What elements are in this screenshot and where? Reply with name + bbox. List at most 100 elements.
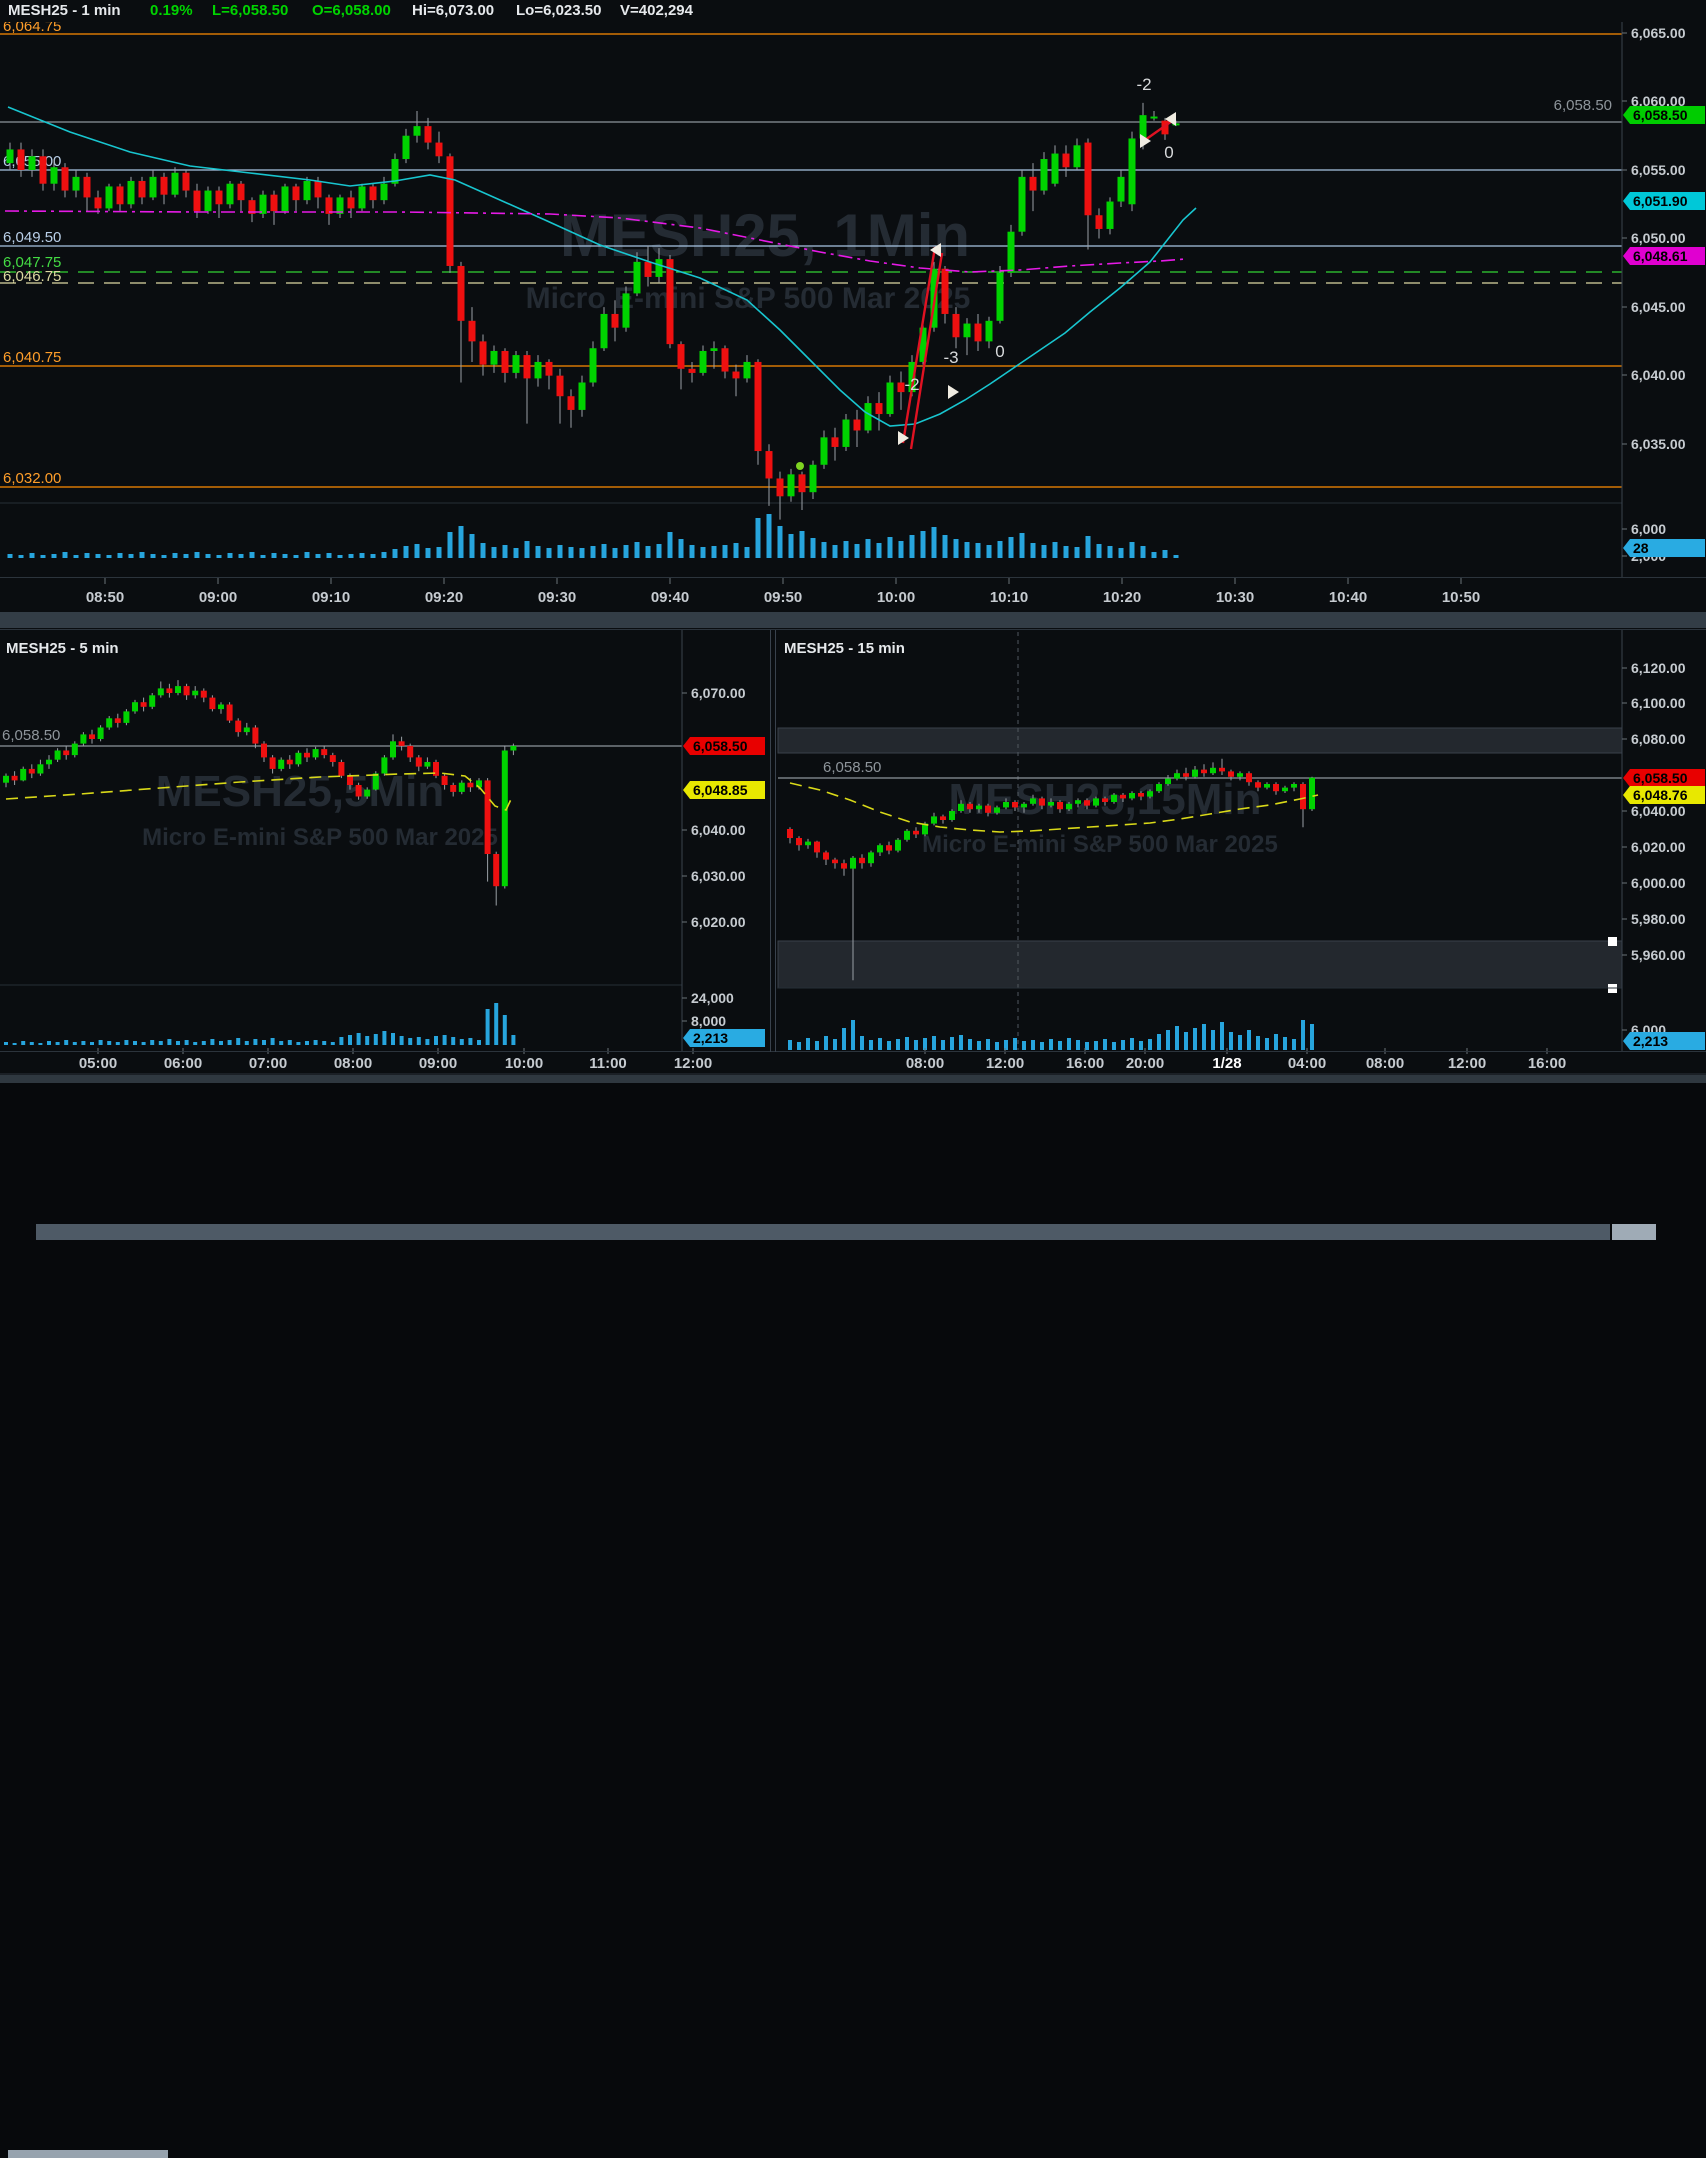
top-chart-scrollbar[interactable] — [0, 612, 1706, 1240]
candle-down — [1246, 773, 1252, 783]
volume-bar — [942, 535, 948, 558]
volume-bar — [1031, 1040, 1035, 1050]
candle-up — [589, 348, 597, 383]
top-chart-scrollbar-thumb[interactable] — [36, 1224, 1610, 1240]
volume-bar — [271, 553, 277, 558]
candle-up — [278, 759, 285, 769]
candle-down — [479, 341, 487, 365]
volume-bar — [806, 1038, 810, 1050]
volume-bar — [977, 1041, 981, 1050]
trade-arrow-line[interactable] — [909, 252, 944, 450]
candle-down — [1039, 798, 1045, 806]
candle-up — [46, 759, 52, 765]
candle-up — [149, 176, 157, 198]
bottom-chart-scrollbar-thumb[interactable] — [8, 2150, 168, 2158]
volume-bar — [953, 539, 959, 558]
price-axis-label: 8,000 — [691, 1013, 726, 1029]
candle-down — [235, 720, 242, 733]
candle-down — [61, 167, 69, 191]
volume-bar — [941, 1040, 945, 1050]
candle-down — [1273, 784, 1279, 792]
candle-down — [798, 474, 806, 493]
drag-handle-icon[interactable] — [1608, 937, 1617, 946]
volume-bar — [865, 539, 871, 558]
time-axis-label: 10:00 — [877, 589, 915, 606]
bottom-chart-scrollbar[interactable] — [0, 1075, 1706, 2158]
price-tag[interactable] — [1623, 1032, 1705, 1050]
volume-bar — [995, 1042, 999, 1050]
top-chart-scrollbar-block[interactable] — [1612, 1224, 1656, 1240]
volume-bar — [1067, 1038, 1071, 1050]
trade-marker-icon[interactable] — [948, 385, 959, 399]
price-tag[interactable] — [683, 781, 765, 799]
price-tag[interactable] — [1623, 769, 1705, 787]
volume-bar — [434, 1036, 438, 1045]
price-tag[interactable] — [1623, 247, 1705, 265]
shaded-zone[interactable] — [777, 940, 1623, 989]
time-axis-label: 10:20 — [1103, 589, 1141, 606]
volume-bar — [1265, 1038, 1269, 1050]
candle-up — [364, 789, 371, 797]
volume-bar — [359, 553, 365, 558]
time-axis-label: 09:40 — [651, 589, 689, 606]
price-axis-label: 6,020.00 — [1631, 839, 1686, 855]
trade-arrow-line[interactable] — [1144, 120, 1173, 141]
candle-down — [765, 451, 773, 479]
candle-up — [28, 156, 36, 170]
candle-up — [1030, 798, 1036, 804]
candle-bodies — [3, 686, 517, 887]
volume-bar — [1166, 1030, 1170, 1050]
trade-marker-icon[interactable] — [1140, 134, 1151, 148]
volume-bar — [887, 537, 893, 558]
candle-down — [1201, 769, 1207, 774]
volume-bar — [1310, 1024, 1314, 1050]
price-tag[interactable] — [1623, 192, 1705, 210]
candle-up — [743, 361, 751, 379]
candle-down — [252, 727, 259, 744]
candle-down — [39, 156, 47, 184]
price-tag[interactable] — [683, 1029, 765, 1047]
candle-down — [796, 838, 802, 846]
shaded-zone[interactable] — [777, 727, 1623, 754]
candle-down — [435, 142, 443, 157]
price-tag[interactable] — [1623, 786, 1705, 804]
volume-bar — [513, 548, 519, 558]
volume-bar — [1013, 1038, 1017, 1050]
volume-bar — [47, 1041, 51, 1045]
volume-bar — [106, 555, 112, 558]
price-tag[interactable] — [1623, 539, 1705, 557]
trade-marker-icon[interactable] — [1165, 112, 1176, 126]
trade-marker-icon[interactable] — [930, 243, 941, 257]
volume-bar — [744, 547, 750, 558]
candle-down — [433, 762, 439, 776]
trade-arrow-line[interactable] — [901, 246, 937, 444]
volume-bar — [1301, 1020, 1305, 1050]
trade-marker-icon[interactable] — [898, 431, 909, 445]
time-axis-label: 10:40 — [1329, 589, 1367, 606]
volume-bar — [494, 1003, 499, 1045]
position-size-label: 0 — [995, 342, 1004, 361]
price-tag[interactable] — [683, 737, 765, 755]
volume-bar — [468, 1038, 473, 1045]
candle-down — [347, 775, 353, 785]
candle-down — [200, 690, 207, 698]
volume-bar — [84, 553, 90, 558]
price-tag-label: 6,051.90 — [1633, 193, 1688, 209]
volume-bar — [1096, 544, 1102, 558]
time-axis-label: 08:00 — [1366, 1055, 1404, 1072]
price-tag[interactable] — [1623, 106, 1705, 124]
candle-down — [446, 156, 454, 266]
volume-bar — [21, 1041, 26, 1045]
volume-bar — [293, 555, 299, 558]
volume-bar — [244, 1041, 249, 1045]
volume-bar — [62, 552, 68, 558]
candle-up — [1210, 767, 1216, 774]
candle-up — [358, 186, 366, 209]
candle-down — [369, 186, 377, 201]
volume-bar — [1076, 1040, 1080, 1050]
candle-up — [127, 180, 135, 205]
candle-up — [600, 313, 608, 349]
time-axis-label: 09:00 — [419, 1055, 457, 1072]
candle-up — [578, 382, 586, 410]
candle-up — [1051, 153, 1059, 184]
